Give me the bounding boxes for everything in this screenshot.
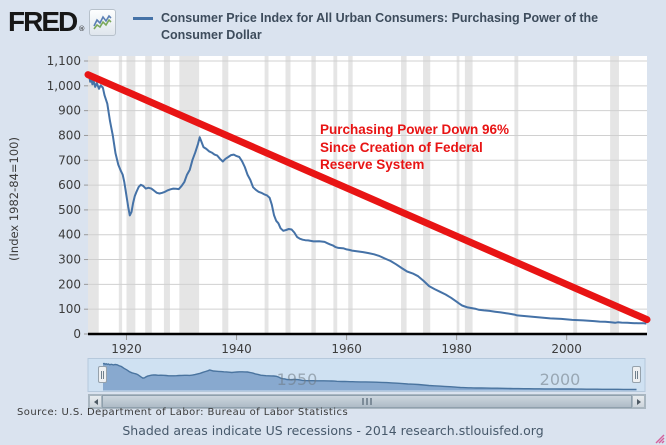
x-tick-label: 1940 (221, 342, 252, 356)
fred-logo-text: FRED (8, 6, 78, 37)
y-tick-label: 800 (58, 128, 81, 142)
left-arrow-icon (93, 398, 98, 405)
recession-band (464, 56, 473, 334)
range-watermark-1950: 1950 (276, 370, 318, 389)
range-scrollbar[interactable] (88, 394, 646, 409)
chart-legend: Consumer Price Index for All Urban Consu… (133, 10, 598, 44)
scrollbar-right-arrow-button[interactable] (632, 395, 645, 408)
right-arrow-icon (636, 398, 641, 405)
y-tick-label: 600 (58, 178, 81, 192)
grip-icon (362, 398, 364, 405)
annotation-text: Purchasing Power Down 96% Since Creation… (320, 121, 509, 174)
scrollbar-thumb[interactable] (102, 395, 632, 408)
y-tick-label: 500 (58, 203, 81, 217)
y-tick-label: 200 (58, 277, 81, 291)
y-tick-label: 400 (58, 228, 81, 242)
fred-logo[interactable]: FRED ® (8, 6, 117, 37)
y-tick-label: 1,100 (47, 54, 81, 68)
range-handle-right[interactable] (632, 366, 641, 383)
footer-note: Shaded areas indicate US recessions - 20… (122, 423, 544, 438)
source-note: Source: U.S. Department of Labor: Bureau… (17, 407, 349, 418)
range-selector-area (103, 363, 637, 391)
series-label-line1: Consumer Price Index for All Urban Consu… (161, 11, 599, 25)
recession-band (610, 56, 619, 334)
recession-band (145, 56, 152, 334)
grip-icon (370, 398, 372, 405)
y-tick-label: 1,000 (47, 79, 81, 93)
recession-band (285, 56, 291, 334)
fred-chart-icon (89, 8, 117, 36)
recession-band (348, 56, 353, 334)
series-swatch (133, 17, 153, 20)
range-watermark-2000: 2000 (539, 370, 581, 389)
y-tick-label: 0 (73, 327, 81, 341)
recession-band (311, 56, 316, 334)
x-tick-label: 1920 (111, 342, 142, 356)
range-handle-left[interactable] (98, 366, 107, 383)
y-tick-label: 300 (58, 253, 81, 267)
annotation-line1: Purchasing Power Down 96% (320, 122, 510, 137)
recession-band (423, 56, 431, 334)
recession-band (573, 56, 578, 334)
annotation-line2: Since Creation of Federal (320, 139, 483, 155)
y-axis-title: (Index 1982-84=100) (7, 137, 21, 261)
scrollbar-left-arrow-button[interactable] (89, 395, 102, 408)
x-tick-label: 1980 (441, 342, 472, 356)
recession-band (88, 56, 99, 334)
registered-mark: ® (78, 25, 86, 33)
y-tick-label: 900 (58, 104, 81, 118)
grip-icon (366, 398, 368, 405)
series-label-line2: Consumer Dollar (161, 28, 262, 42)
recession-band (126, 56, 136, 334)
recession-band (333, 56, 338, 334)
annotation-line3: Reserve System (320, 157, 425, 172)
x-tick-label: 1960 (331, 342, 362, 356)
recession-band (163, 56, 170, 334)
data-line[interactable] (87, 74, 647, 325)
recession-band (118, 56, 123, 334)
resize-handle-icon[interactable] (654, 433, 665, 444)
recession-band (179, 56, 200, 334)
series-label: Consumer Price Index for All Urban Consu… (161, 10, 598, 44)
y-tick-label: 100 (58, 302, 81, 316)
recession-band (401, 56, 407, 334)
range-selector-line (102, 362, 637, 391)
recession-band (222, 56, 229, 334)
x-tick-label: 2000 (551, 342, 582, 356)
recession-band (514, 56, 519, 334)
y-tick-label: 700 (58, 153, 81, 167)
trend-line (84, 71, 651, 324)
recession-band (456, 56, 460, 334)
